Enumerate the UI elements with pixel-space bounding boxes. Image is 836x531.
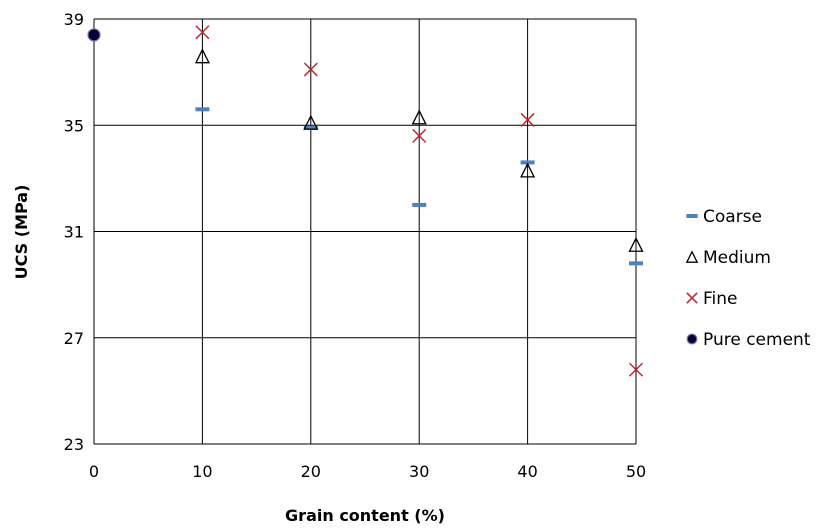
series-medium	[194, 48, 644, 252]
x-axis-title: Grain content (%)	[285, 506, 445, 525]
data-point	[412, 202, 427, 207]
data-point	[520, 162, 536, 178]
grid-lines	[93, 18, 637, 445]
legend-entry: Medium	[685, 248, 771, 268]
data-point	[303, 114, 319, 130]
x-tick-labels: 0 10 20 30 40 50	[89, 462, 646, 481]
legend-entry: Pure cement	[686, 330, 811, 350]
data-point	[412, 128, 427, 143]
data-point	[87, 28, 101, 42]
legend-label: Coarse	[703, 207, 762, 227]
x-tick-label: 20	[301, 462, 321, 481]
y-tick-label: 27	[64, 329, 84, 348]
series-fine	[195, 25, 644, 377]
series-pure-cement	[87, 28, 101, 42]
legend-label: Medium	[703, 248, 771, 268]
x-tick-label: 0	[89, 462, 99, 481]
x-tick-label: 40	[517, 462, 537, 481]
legend-entry: Fine	[686, 289, 738, 309]
y-tick-labels: 23 27 31 35 39	[64, 10, 84, 454]
y-tick-label: 39	[64, 10, 84, 29]
legend-label: Fine	[703, 289, 738, 309]
data-point	[195, 25, 210, 40]
data-point	[194, 48, 210, 64]
x-tick-label: 30	[409, 462, 429, 481]
y-tick-label: 23	[64, 435, 84, 454]
legend-entry: Coarse	[686, 207, 762, 227]
legend-marker	[686, 292, 698, 304]
data-point	[520, 112, 535, 127]
x-tick-label: 10	[192, 462, 212, 481]
data-point	[303, 125, 318, 130]
legend-label: Pure cement	[703, 330, 811, 350]
data-point	[195, 107, 210, 112]
data-point	[628, 236, 644, 252]
data-point	[628, 362, 644, 377]
legend: Coarse Medium Fine Pure cement	[685, 207, 811, 350]
y-tick-label: 31	[64, 223, 84, 242]
data-point	[629, 261, 643, 266]
data-point	[520, 160, 535, 165]
legend-marker	[686, 333, 698, 345]
data-point	[411, 109, 427, 125]
x-tick-label: 50	[626, 462, 646, 481]
legend-marker	[685, 250, 699, 263]
data-point	[303, 62, 318, 77]
y-tick-label: 35	[64, 116, 84, 135]
y-axis-title: UCS (MPa)	[12, 185, 31, 280]
legend-marker	[686, 214, 698, 218]
series-coarse	[195, 107, 643, 266]
data-points	[87, 25, 644, 377]
